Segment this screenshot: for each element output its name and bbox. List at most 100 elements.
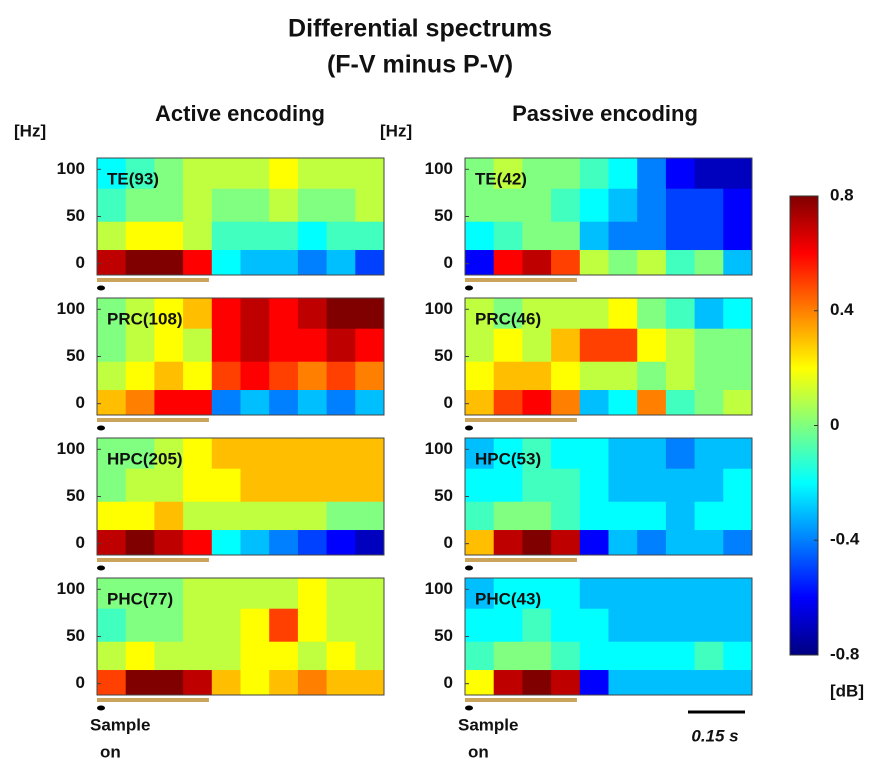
heatmap-cell — [579, 468, 609, 502]
heatmap-cell — [551, 188, 581, 222]
heatmap-cell — [465, 529, 495, 556]
heatmap-cell — [97, 669, 127, 696]
panel-label: PRC(108) — [107, 309, 183, 328]
heatmap-cell — [154, 608, 184, 642]
heatmap-cell — [355, 249, 385, 276]
y-tick-label: 0 — [76, 533, 85, 552]
stimulus-bar — [97, 418, 209, 422]
heatmap-cell — [551, 389, 581, 416]
heatmap-cell — [579, 328, 609, 362]
heatmap-cell — [465, 361, 495, 391]
heatmap-cell — [637, 669, 667, 696]
heatmap-cell — [183, 249, 213, 276]
heatmap-cell — [269, 641, 299, 671]
onset-marker — [97, 565, 105, 571]
heatmap-cell — [493, 468, 523, 502]
heatmap-cell — [665, 158, 696, 189]
heatmap-cell — [211, 389, 241, 416]
heatmap-cell — [269, 328, 299, 362]
colorbar — [789, 195, 819, 656]
heatmap-cell — [551, 578, 581, 609]
colorbar-tick-label: 0 — [830, 415, 839, 434]
heatmap-cell — [522, 529, 552, 556]
heatmap-cell — [97, 158, 127, 189]
heatmap-cell — [326, 298, 356, 329]
heatmap-cell — [355, 641, 385, 671]
heatmap-cell — [355, 529, 385, 556]
panel-label: PHC(43) — [475, 589, 541, 608]
subtitle: (F-V minus P-V) — [327, 51, 513, 79]
heatmap-cell — [355, 608, 385, 642]
heatmap-cell — [665, 328, 696, 362]
y-tick-label: 0 — [444, 253, 453, 272]
heatmap-cell — [297, 608, 328, 642]
stimulus-bar — [97, 698, 209, 702]
heatmap-cell — [608, 641, 638, 671]
y-tick-label: 0 — [76, 393, 85, 412]
heatmap-cell — [694, 249, 724, 276]
colorbar-tick-label: 0.8 — [830, 185, 854, 204]
heatmap-cell — [465, 328, 495, 362]
heatmap-cell — [183, 298, 213, 329]
heatmap-cell — [465, 298, 495, 329]
heatmap-cell — [154, 221, 184, 251]
heatmap-cell — [154, 298, 184, 329]
heatmap-cell — [493, 578, 523, 609]
heatmap-cell — [240, 188, 270, 222]
heatmap-cell — [211, 361, 241, 391]
y-tick-label: 100 — [425, 579, 453, 598]
heatmap-cell — [694, 361, 724, 391]
heatmap-cell — [723, 468, 753, 502]
heatmap-cell — [465, 468, 495, 502]
heatmap-cell — [297, 389, 328, 416]
heatmap-cell — [522, 221, 552, 251]
heatmap-cell — [522, 188, 552, 222]
heatmap-cell — [154, 361, 184, 391]
heatmap-cell — [551, 669, 581, 696]
heatmap-cell — [125, 669, 155, 696]
heatmap-cell — [493, 608, 523, 642]
heatmap-cell — [608, 468, 638, 502]
heatmap-cell — [608, 188, 638, 222]
heatmap-cell — [183, 389, 213, 416]
heatmap-cell — [665, 221, 696, 251]
heatmap-cell — [355, 328, 385, 362]
heatmap-cell — [522, 361, 552, 391]
heatmap-cell — [297, 221, 328, 251]
heatmap-cell — [269, 158, 299, 189]
heatmap-cell — [240, 608, 270, 642]
x-label: Sample — [90, 715, 150, 734]
heatmap-cell — [579, 608, 609, 642]
heatmap-cell — [465, 641, 495, 671]
heatmap-cell — [665, 361, 696, 391]
heatmap-cell — [608, 328, 638, 362]
heatmap-cell — [608, 669, 638, 696]
heatmap-cell — [608, 501, 638, 531]
y-tick-label: 100 — [57, 439, 85, 458]
heatmap-cell — [183, 669, 213, 696]
heatmap-cell — [579, 298, 609, 329]
heatmap-cell — [694, 608, 724, 642]
heatmap-cell — [240, 328, 270, 362]
heatmap-cell — [125, 188, 155, 222]
heatmap-cell — [465, 438, 495, 469]
heatmap-cell — [665, 641, 696, 671]
heatmap-cell — [269, 221, 299, 251]
heatmap-cell — [608, 158, 638, 189]
y-unit: [Hz] — [14, 121, 46, 140]
heatmap-cell — [326, 501, 356, 531]
heatmap-cell — [637, 438, 667, 469]
heatmap-cell — [240, 361, 270, 391]
heatmap-cell — [240, 249, 270, 276]
heatmap-cell — [97, 468, 127, 502]
heatmap-cell — [269, 529, 299, 556]
y-tick-label: 0 — [444, 533, 453, 552]
onset-marker — [465, 705, 473, 711]
heatmap-cell — [551, 438, 581, 469]
heatmap-cell — [665, 249, 696, 276]
heatmap-cell — [269, 608, 299, 642]
heatmap-cell — [694, 501, 724, 531]
heatmap-cell — [154, 438, 184, 469]
heatmap-cell — [240, 578, 270, 609]
